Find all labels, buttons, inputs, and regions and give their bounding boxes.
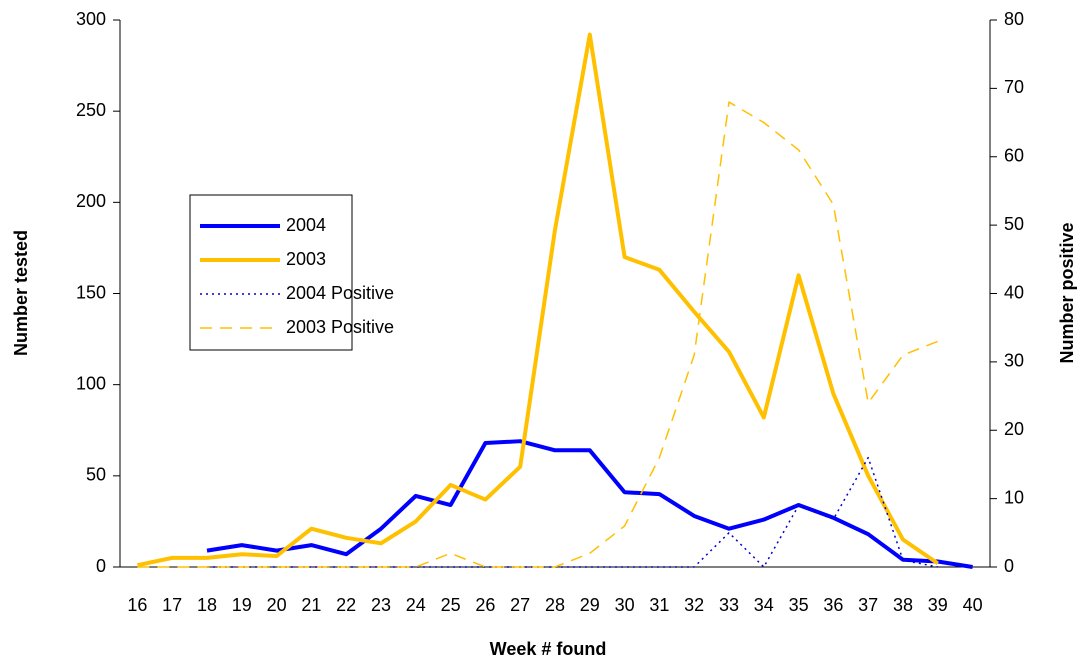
- y2-tick-label: 80: [1004, 9, 1024, 29]
- y2-tick-label: 40: [1004, 282, 1024, 302]
- series-line: [137, 101, 939, 568]
- x-tick-label: 30: [615, 595, 635, 615]
- x-axis-title: Week # found: [490, 639, 607, 659]
- x-tick-label: 32: [684, 595, 704, 615]
- legend-label: 2003: [286, 249, 326, 269]
- y-tick-label: 250: [76, 100, 106, 120]
- y-tick-label: 200: [76, 191, 106, 211]
- legend: [189, 194, 353, 351]
- y-tick-label: 300: [76, 9, 106, 29]
- x-tick-label: 38: [893, 595, 913, 615]
- y2-tick-label: 60: [1004, 146, 1024, 166]
- series-line: [136, 32, 939, 568]
- y-tick-label: 150: [76, 282, 106, 302]
- y2-tick-label: 0: [1004, 556, 1014, 576]
- x-tick-label: 27: [510, 595, 530, 615]
- y-tick-label: 100: [76, 373, 106, 393]
- x-tick-label: 35: [789, 595, 809, 615]
- x-tick-label: 40: [963, 595, 983, 615]
- x-tick-label: 23: [371, 595, 391, 615]
- y2-tick-label: 10: [1004, 487, 1024, 507]
- y2-tick-label: 50: [1004, 214, 1024, 234]
- x-tick-label: 39: [928, 595, 948, 615]
- legend-label: 2004 Positive: [286, 283, 394, 303]
- x-tick-label: 31: [649, 595, 669, 615]
- legend-label: 2004: [286, 215, 326, 235]
- y2-tick-label: 70: [1004, 77, 1024, 97]
- x-tick-label: 17: [162, 595, 182, 615]
- y2-axis-title: Number positive: [1057, 222, 1077, 363]
- x-tick-label: 28: [545, 595, 565, 615]
- x-tick-label: 29: [580, 595, 600, 615]
- y-axis-title: Number tested: [11, 230, 31, 356]
- x-tick-label: 37: [858, 595, 878, 615]
- x-tick-label: 25: [441, 595, 461, 615]
- x-tick-label: 22: [336, 595, 356, 615]
- legend-label: 2003 Positive: [286, 317, 394, 337]
- y2-tick-label: 30: [1004, 351, 1024, 371]
- x-tick-label: 24: [406, 595, 426, 615]
- series-line: [207, 456, 938, 568]
- x-tick-label: 19: [232, 595, 252, 615]
- x-tick-label: 33: [719, 595, 739, 615]
- x-tick-label: 36: [823, 595, 843, 615]
- series-line: [206, 439, 973, 569]
- x-tick-label: 34: [754, 595, 774, 615]
- x-tick-label: 16: [127, 595, 147, 615]
- x-tick-label: 18: [197, 595, 217, 615]
- y-tick-label: 50: [86, 465, 106, 485]
- x-tick-label: 21: [301, 595, 321, 615]
- x-tick-label: 26: [475, 595, 495, 615]
- y2-tick-label: 20: [1004, 419, 1024, 439]
- y-tick-label: 0: [96, 556, 106, 576]
- x-tick-label: 20: [267, 595, 287, 615]
